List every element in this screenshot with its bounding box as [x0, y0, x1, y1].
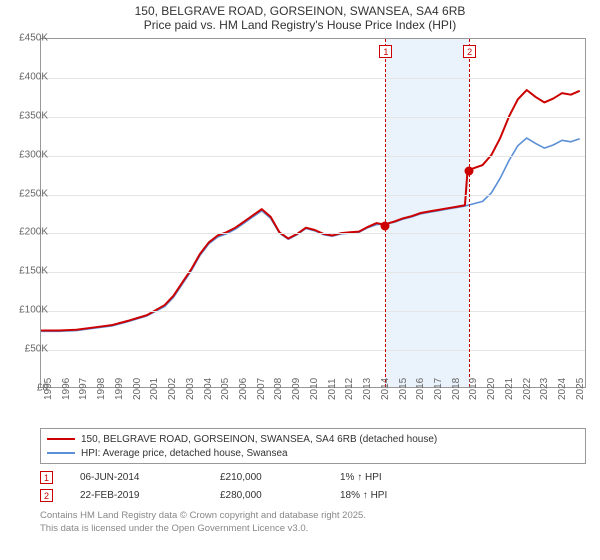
- sale-pct-vs-hpi: 18% ↑ HPI: [340, 490, 440, 501]
- footer-line2: This data is licensed under the Open Gov…: [40, 523, 366, 536]
- gridline-h: [41, 195, 585, 196]
- legend-row-price-paid: 150, BELGRAVE ROAD, GORSEINON, SWANSEA, …: [47, 432, 579, 446]
- sale-date: 22-FEB-2019: [80, 490, 220, 501]
- gridline-h: [41, 272, 585, 273]
- x-axis-label: 1997: [78, 378, 89, 400]
- y-axis-label: £200K: [4, 227, 48, 238]
- x-axis-label: 1998: [96, 378, 107, 400]
- sales-row: 2 22-FEB-2019£280,00018% ↑ HPI: [40, 486, 440, 504]
- sale-date: 06-JUN-2014: [80, 472, 220, 483]
- sale-dot: [465, 167, 474, 176]
- sale-index-badge: 2: [40, 489, 53, 502]
- gridline-h: [41, 311, 585, 312]
- sales-table: 1 06-JUN-2014£210,0001% ↑ HPI 2 22-FEB-2019…: [40, 468, 440, 504]
- legend-row-hpi: HPI: Average price, detached house, Swan…: [47, 446, 579, 460]
- legend-label-price-paid: 150, BELGRAVE ROAD, GORSEINON, SWANSEA, …: [81, 434, 437, 445]
- sale-pct-vs-hpi: 1% ↑ HPI: [340, 472, 440, 483]
- x-axis-label: 2009: [291, 378, 302, 400]
- x-axis-label: 2013: [362, 378, 373, 400]
- chart-container: 150, BELGRAVE ROAD, GORSEINON, SWANSEA, …: [0, 0, 600, 560]
- x-axis-label: 2018: [451, 378, 462, 400]
- legend: 150, BELGRAVE ROAD, GORSEINON, SWANSEA, …: [40, 428, 586, 464]
- plot-area: 12: [40, 38, 586, 388]
- x-axis-label: 2023: [539, 378, 550, 400]
- sale-price: £280,000: [220, 490, 340, 501]
- x-axis-label: 2010: [309, 378, 320, 400]
- x-axis-label: 1999: [114, 378, 125, 400]
- x-axis-label: 2021: [504, 378, 515, 400]
- footer-line1: Contains HM Land Registry data © Crown c…: [40, 510, 366, 523]
- x-axis-label: 2004: [203, 378, 214, 400]
- x-axis-label: 2020: [486, 378, 497, 400]
- y-axis-label: £400K: [4, 71, 48, 82]
- x-axis-label: 2015: [398, 378, 409, 400]
- line-canvas: [41, 39, 585, 387]
- footer-attribution: Contains HM Land Registry data © Crown c…: [40, 510, 366, 536]
- x-axis-label: 2005: [220, 378, 231, 400]
- chart-titles: 150, BELGRAVE ROAD, GORSEINON, SWANSEA, …: [0, 0, 600, 32]
- gridline-h: [41, 117, 585, 118]
- gridline-h: [41, 233, 585, 234]
- legend-swatch-price-paid: [47, 438, 75, 441]
- sale-marker-badge: 2: [463, 45, 476, 58]
- x-axis-label: 2011: [327, 378, 338, 400]
- gridline-h: [41, 156, 585, 157]
- sale-marker-badge: 1: [379, 45, 392, 58]
- x-axis-label: 1995: [43, 378, 54, 400]
- sale-index-badge: 1: [40, 471, 53, 484]
- x-axis-label: 2016: [415, 378, 426, 400]
- y-axis-label: £350K: [4, 110, 48, 121]
- x-axis-label: 2000: [132, 378, 143, 400]
- x-axis-label: 2008: [273, 378, 284, 400]
- y-axis-label: £450K: [4, 33, 48, 44]
- sale-marker-line: [385, 39, 386, 387]
- x-axis-label: 2003: [185, 378, 196, 400]
- x-axis-label: 2019: [468, 378, 479, 400]
- y-axis-label: £250K: [4, 188, 48, 199]
- x-axis-label: 2012: [344, 378, 355, 400]
- y-axis-label: £100K: [4, 305, 48, 316]
- gridline-h: [41, 350, 585, 351]
- title-address: 150, BELGRAVE ROAD, GORSEINON, SWANSEA, …: [0, 4, 600, 18]
- y-axis-label: £150K: [4, 266, 48, 277]
- sale-marker-line: [469, 39, 470, 387]
- x-axis-label: 2001: [149, 378, 160, 400]
- legend-swatch-hpi: [47, 452, 75, 454]
- x-axis-label: 1996: [61, 378, 72, 400]
- title-subtitle: Price paid vs. HM Land Registry's House …: [0, 18, 600, 32]
- sale-dot: [381, 221, 390, 230]
- x-axis-label: 2022: [522, 378, 533, 400]
- x-axis-label: 2006: [238, 378, 249, 400]
- x-axis-label: 2024: [557, 378, 568, 400]
- series-price-paid-line: [41, 90, 580, 331]
- sales-row: 1 06-JUN-2014£210,0001% ↑ HPI: [40, 468, 440, 486]
- y-axis-label: £50K: [4, 344, 48, 355]
- gridline-h: [41, 78, 585, 79]
- y-axis-label: £300K: [4, 149, 48, 160]
- x-axis-label: 2025: [575, 378, 586, 400]
- x-axis-label: 2007: [256, 378, 267, 400]
- y-axis-label: £0: [4, 383, 48, 394]
- x-axis-label: 2002: [167, 378, 178, 400]
- series-hpi-line: [41, 138, 580, 331]
- x-axis-label: 2017: [433, 378, 444, 400]
- x-axis-label: 2014: [380, 378, 391, 400]
- legend-label-hpi: HPI: Average price, detached house, Swan…: [81, 448, 288, 459]
- sale-price: £210,000: [220, 472, 340, 483]
